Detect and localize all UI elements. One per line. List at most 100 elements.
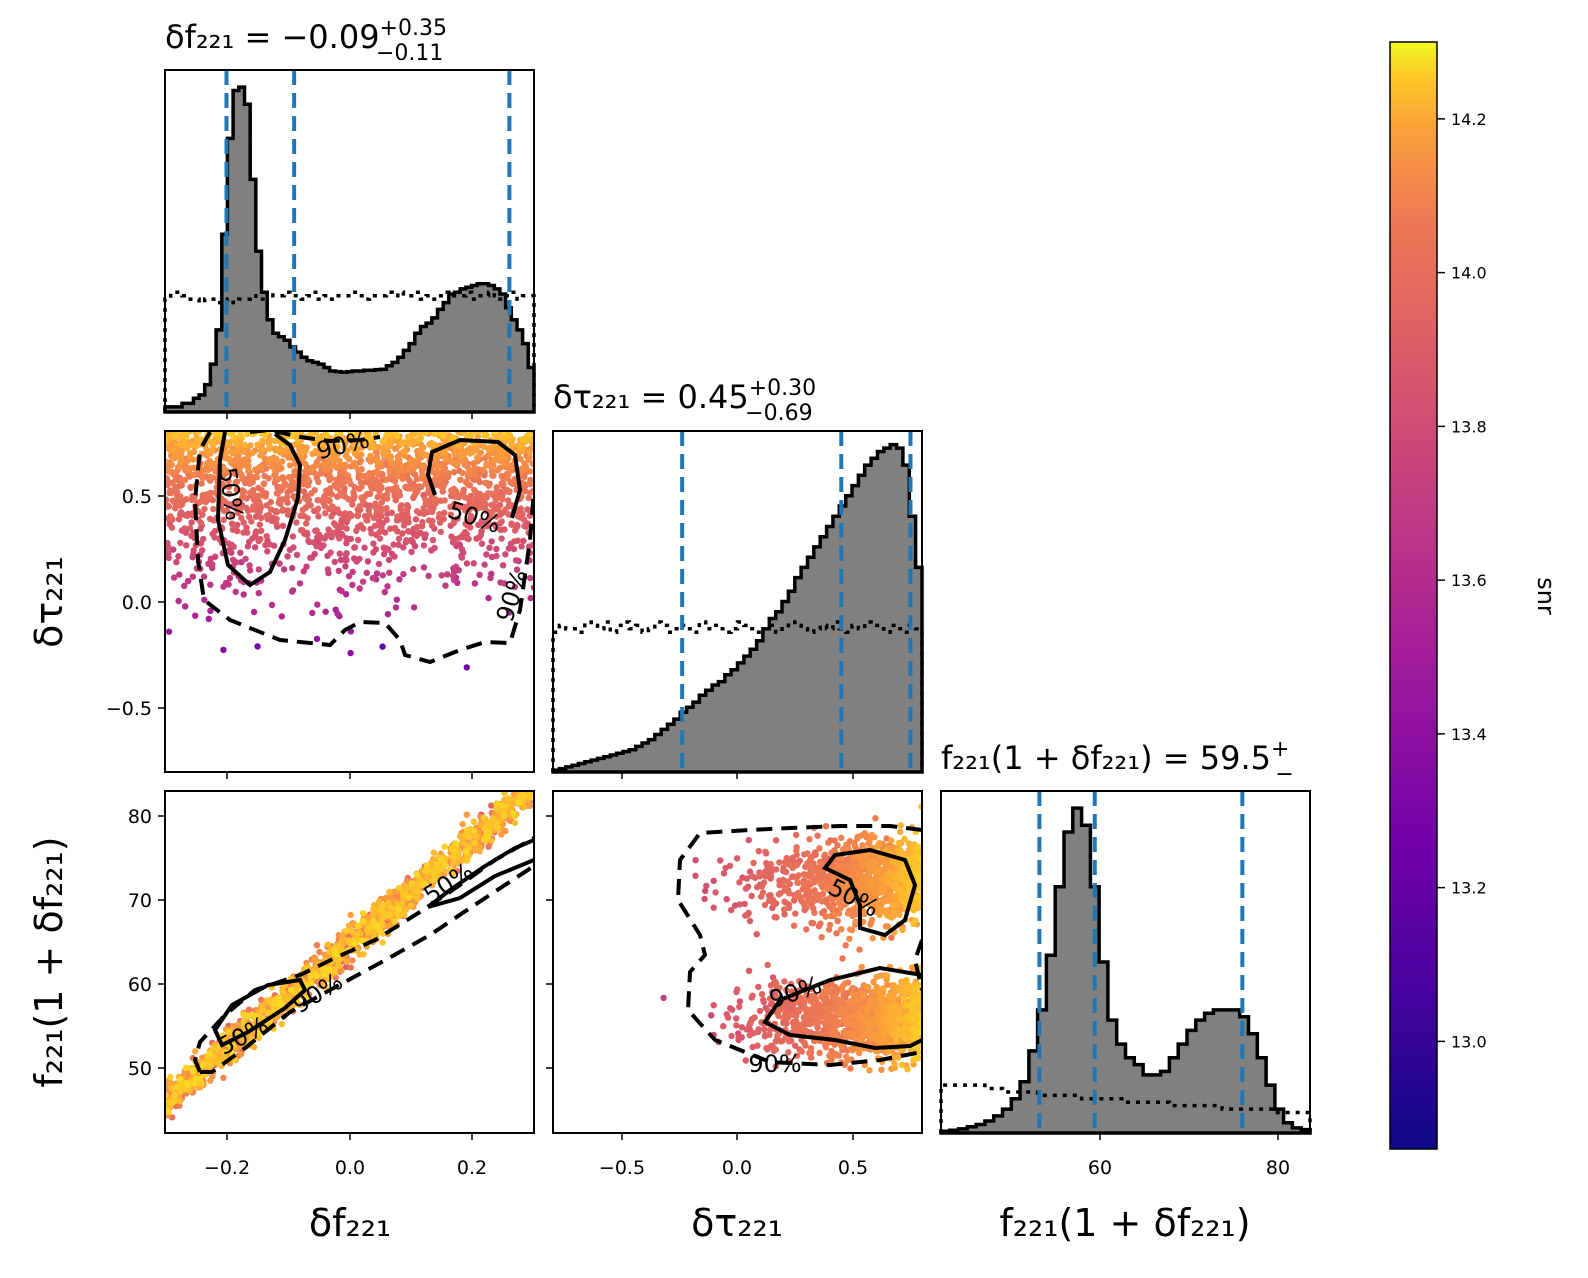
scatter-point <box>493 545 500 553</box>
scatter-point <box>746 1032 753 1039</box>
scatter-point <box>502 506 509 513</box>
scatter-point <box>771 913 778 921</box>
scatter-point <box>763 1044 770 1052</box>
scatter-point <box>758 883 766 890</box>
scatter-point <box>165 496 170 503</box>
scatter-point <box>181 511 189 519</box>
scatter-point <box>379 470 386 478</box>
scatter-point <box>776 859 783 866</box>
scatter-point <box>764 961 771 969</box>
scatter-point <box>529 785 535 791</box>
y-tick-label: 0.0 <box>122 592 152 614</box>
scatter-point <box>334 963 342 970</box>
scatter-point <box>312 431 320 437</box>
scatter-point <box>500 812 508 820</box>
scatter-point <box>800 871 808 878</box>
scatter-point <box>199 474 206 482</box>
scatter-point <box>240 519 247 526</box>
scatter-point <box>888 934 895 941</box>
scatter-point <box>210 517 217 524</box>
scatter-point <box>419 519 426 526</box>
scatter-point <box>821 1031 829 1038</box>
scatter-point <box>310 539 318 546</box>
scatter-point <box>794 879 801 886</box>
scatter-point <box>485 594 492 602</box>
scatter-point <box>165 628 173 635</box>
scatter-point <box>513 566 521 573</box>
scatter-point <box>505 511 512 518</box>
scatter-point <box>499 496 506 503</box>
scatter-point <box>838 926 845 933</box>
scatter-point <box>186 525 194 532</box>
scatter-point <box>818 934 825 941</box>
scatter-point <box>323 532 331 539</box>
scatter-point <box>480 835 488 843</box>
scatter-point <box>313 972 320 980</box>
scatter-point <box>849 984 856 992</box>
scatter-points-p20 <box>165 783 536 1121</box>
scatter-point <box>782 868 790 876</box>
scatter-point <box>197 540 205 547</box>
scatter-point <box>422 496 429 503</box>
y-tick-label: 60 <box>128 974 152 996</box>
scatter-point <box>397 505 404 513</box>
scatter-point <box>342 591 350 598</box>
scatter-point <box>390 541 397 548</box>
scatter-point <box>815 872 823 879</box>
scatter-point <box>395 906 403 913</box>
scatter-point <box>225 540 232 547</box>
scatter-point <box>835 1011 842 1018</box>
scatter-point <box>812 996 820 1003</box>
scatter-point <box>240 529 247 536</box>
scatter-point <box>480 814 488 821</box>
scatter-point <box>186 1087 194 1095</box>
scatter-point <box>470 560 477 567</box>
scatter-point <box>226 431 233 437</box>
scatter-point <box>798 983 806 990</box>
scatter-point <box>197 525 204 532</box>
scatter-point <box>379 572 386 579</box>
scatter-point <box>261 472 268 480</box>
scatter-point <box>293 551 301 558</box>
scatter-point <box>437 475 444 482</box>
scatter-point <box>398 901 405 908</box>
scatter-point <box>432 475 439 483</box>
scatter-point <box>803 1014 810 1021</box>
scatter-point <box>453 840 460 847</box>
scatter-point <box>168 524 176 531</box>
scatter-point <box>170 546 177 553</box>
scatter-point <box>210 505 217 513</box>
scatter-point <box>345 455 352 462</box>
scatter-point <box>372 500 379 507</box>
scatter-point <box>496 447 503 455</box>
scatter-point <box>530 783 536 789</box>
scatter-point <box>366 479 373 487</box>
scatter-point <box>746 917 754 925</box>
posterior-bars <box>551 442 924 774</box>
scatter-point <box>809 898 817 905</box>
scatter-point <box>483 479 490 487</box>
x-ticks-p11 <box>621 772 854 779</box>
scatter-point <box>191 1080 198 1088</box>
scatter-point <box>741 900 748 908</box>
scatter-point <box>192 1075 200 1082</box>
scatter-point <box>735 1034 742 1042</box>
scatter-point <box>249 535 256 542</box>
scatter-point <box>358 451 365 458</box>
scatter-point <box>188 519 195 526</box>
scatter-point <box>165 444 170 451</box>
scatter-point <box>275 476 282 483</box>
scatter-point <box>756 1007 764 1015</box>
scatter-point <box>471 827 478 834</box>
scatter-point <box>493 800 500 807</box>
scatter-point <box>225 1028 232 1036</box>
scatter-point <box>394 487 401 494</box>
scatter-point <box>322 510 329 517</box>
scatter-point <box>307 502 314 509</box>
scatter-point <box>816 1049 823 1057</box>
y-axis-label-dtau: δτ₂₂₁ <box>27 556 71 648</box>
scatter-point <box>462 848 470 855</box>
scatter-point <box>165 1099 170 1106</box>
scatter-point <box>809 1012 817 1019</box>
